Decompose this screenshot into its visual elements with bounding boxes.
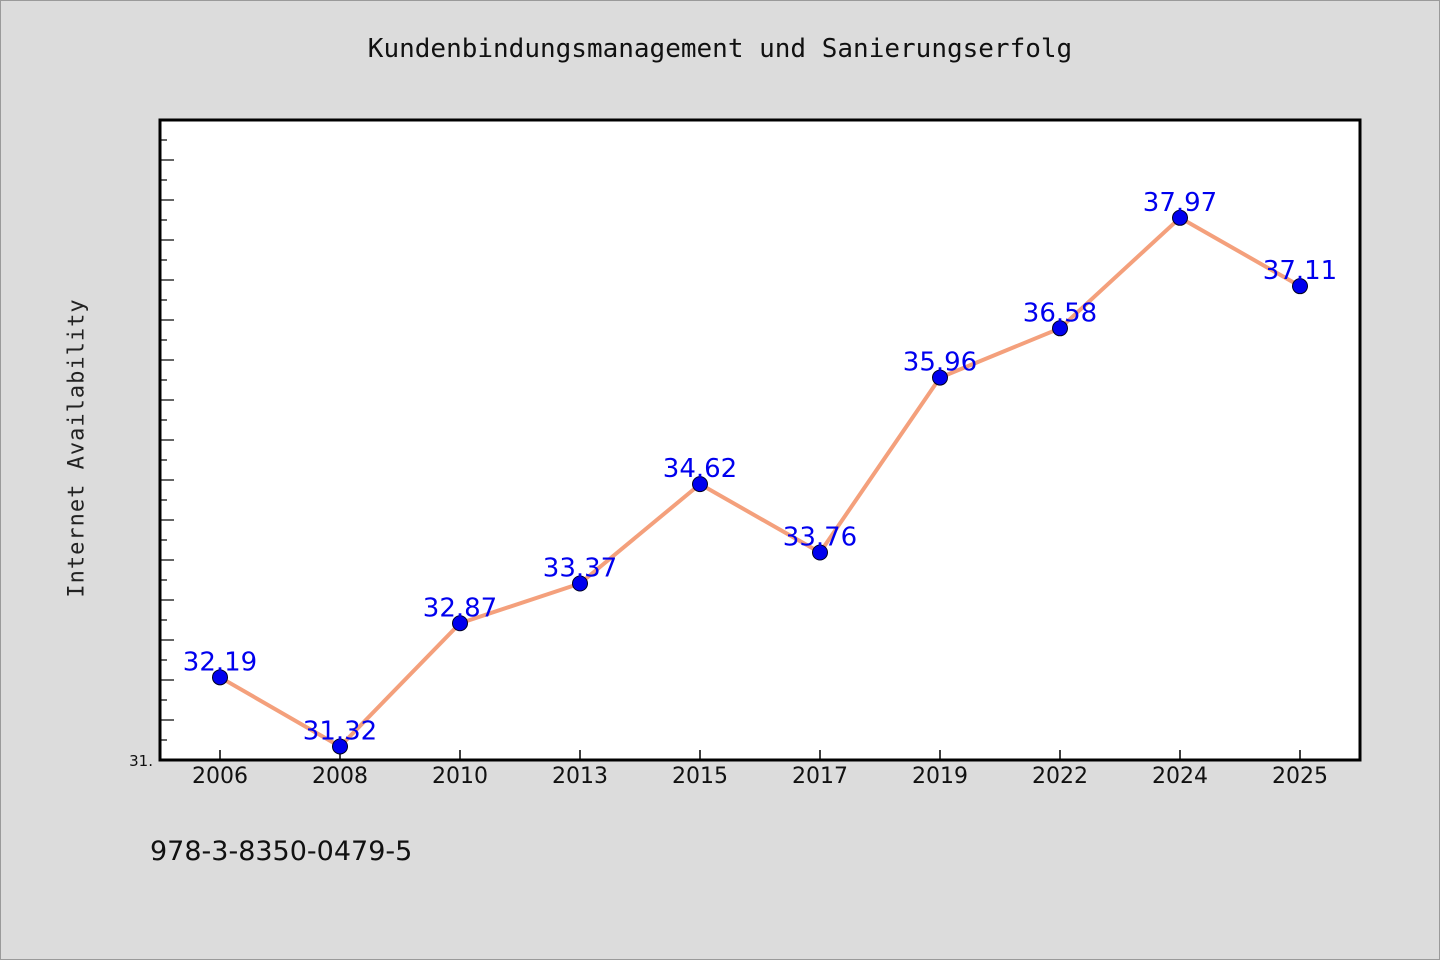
data-label: 33.76: [783, 522, 857, 552]
plot-area: [158, 118, 1362, 762]
x-tick-label: 2008: [312, 764, 368, 789]
data-label: 32.19: [183, 647, 257, 677]
data-point: [1052, 320, 1068, 337]
data-point: [452, 615, 468, 632]
data-label: 36.58: [1023, 298, 1097, 328]
data-label: 32.87: [423, 593, 497, 623]
y-tick-label: 31.: [129, 752, 153, 770]
data-point: [932, 369, 948, 386]
x-tick-label: 2015: [672, 764, 728, 789]
data-point: [1292, 278, 1308, 295]
data-markers: [212, 209, 1308, 755]
y-axis-ticks: [160, 119, 174, 761]
data-point: [692, 476, 708, 493]
x-tick-label: 2013: [552, 764, 608, 789]
series-line: [219, 215, 1301, 749]
x-tick-label: 2010: [432, 764, 488, 789]
data-labels: 32.19 31.32 32.87 33.37 34.62 33.76 35.96 36.58…: [183, 188, 1337, 747]
x-tick-label: 2019: [912, 764, 968, 789]
data-point: [1172, 209, 1188, 226]
data-label: 37.97: [1143, 188, 1217, 218]
x-tick-label: 2024: [1152, 764, 1208, 789]
data-label: 34.62: [663, 454, 737, 484]
data-point: [812, 544, 828, 561]
chart-title: Kundenbindungsmanagement und Sanierungse…: [367, 34, 1073, 64]
x-tick-label: 2022: [1032, 764, 1088, 789]
x-axis-ticks: 2006 2008 2010 2013 2015 2017 2019 2022 2024 2025: [192, 750, 1328, 789]
data-point: [572, 575, 588, 592]
data-point: [332, 738, 348, 755]
data-label: 33.37: [543, 554, 617, 584]
data-point: [212, 669, 228, 686]
data-label: 35.96: [903, 348, 977, 378]
data-label: 31.32: [303, 716, 377, 746]
x-tick-label: 2025: [1272, 764, 1328, 789]
data-label: 37.11: [1263, 256, 1337, 286]
x-tick-label: 2017: [792, 764, 848, 789]
isbn-text: 978-3-8350-0479-5: [150, 836, 413, 867]
x-tick-label: 2006: [192, 764, 248, 789]
